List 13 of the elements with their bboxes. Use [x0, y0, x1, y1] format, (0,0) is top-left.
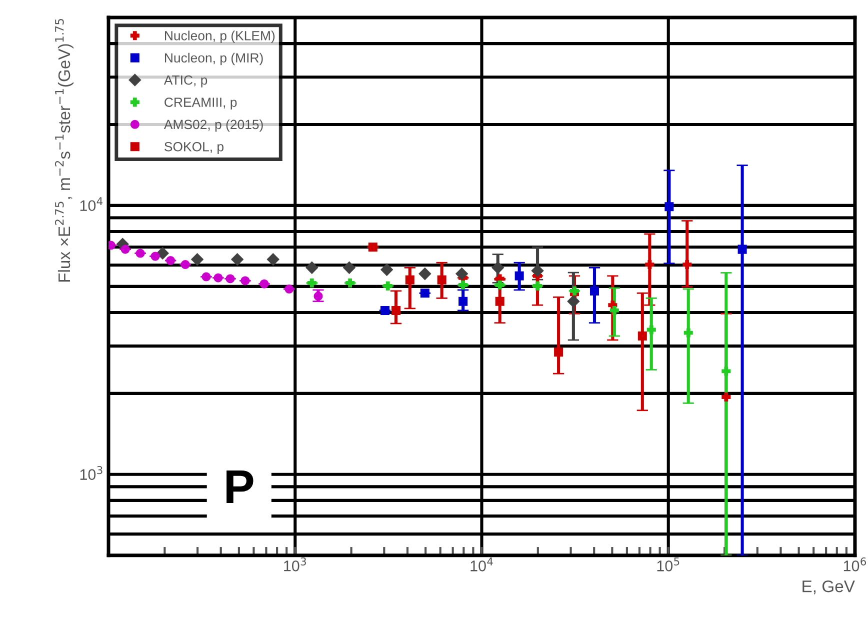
- annotation: P: [226, 470, 254, 504]
- x-tick-label: 10$^{6}$: [844, 557, 866, 572]
- x-tick-label: 10$^{5}$: [657, 558, 680, 572]
- legend-label: Nucleon, p (MIR): [165, 52, 263, 66]
- legend-label: Nucleon, p (KLEM): [165, 30, 275, 43]
- x-tick-label: 10$^{4}$: [470, 558, 493, 572]
- legend-label: AMS02, p (2015): [164, 119, 263, 132]
- legend-label: SOKOL, p: [164, 142, 224, 154]
- legend-label: CREAMIII, p: [164, 98, 237, 110]
- legend-label: ATIC, p: [164, 75, 208, 88]
- x-tick-label: 10$^{3}$: [284, 557, 306, 572]
- x-axis-title: E, GeV: [802, 580, 855, 594]
- text: Flux ×E$^{2.75}$, m$^{−2}$s$^{−1}$ster$^{−1}$(GeV)$^{1.75}$: [54, 18, 74, 282]
